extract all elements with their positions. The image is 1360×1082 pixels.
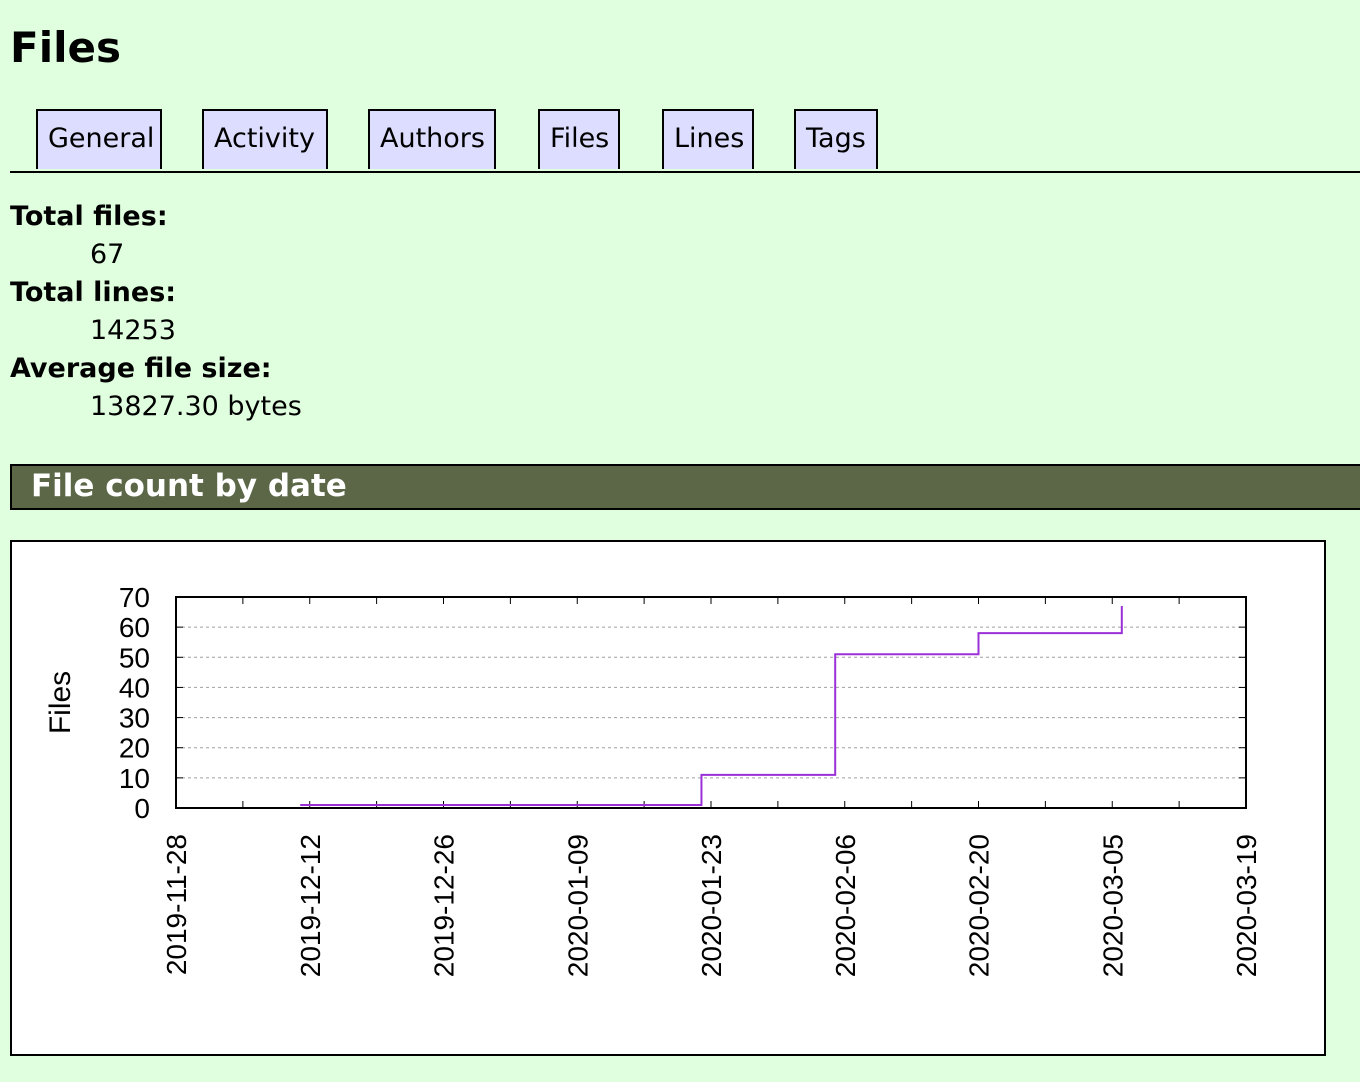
y-tick-label: 70: [119, 582, 150, 613]
total-lines-label: Total lines:: [10, 277, 177, 308]
y-axis-label: Files: [44, 671, 77, 734]
y-tick-label: 10: [119, 763, 150, 794]
y-tick-label: 40: [119, 672, 150, 703]
x-tick-label: 2019-12-12: [295, 834, 326, 977]
chart-container: 0 10 20 30 40 50 60 70 2019-11-28 2019-12-12 2019-…: [10, 540, 1326, 1056]
x-tick-label: 2019-12-26: [429, 834, 460, 977]
section-header: File count by date: [10, 464, 1360, 510]
tab-bar: General Activity Authors Files Lines Tag…: [10, 109, 1360, 173]
x-tick-label: 2020-01-09: [562, 834, 593, 977]
tab-general[interactable]: General: [36, 109, 162, 169]
x-tick-label: 2020-02-06: [830, 834, 861, 977]
series-line: [300, 606, 1123, 806]
average-file-size-value: 13827.30 bytes: [90, 391, 302, 422]
x-tick-label: 2020-03-05: [1097, 834, 1128, 977]
total-lines-value: 14253: [90, 315, 176, 346]
x-tick-label: 2020-01-23: [696, 834, 727, 977]
plot-border: [175, 596, 1247, 809]
average-file-size-label: Average file size:: [10, 353, 272, 384]
x-tick-label: 2019-11-28: [161, 834, 192, 975]
tab-authors[interactable]: Authors: [368, 109, 496, 169]
tab-lines[interactable]: Lines: [662, 109, 754, 169]
y-tick-label: 0: [134, 793, 150, 824]
y-tick-label: 60: [119, 612, 150, 643]
tab-files[interactable]: Files: [538, 109, 620, 169]
total-files-label: Total files:: [10, 201, 168, 232]
y-tick-label: 20: [119, 733, 150, 764]
tab-tags[interactable]: Tags: [794, 109, 878, 169]
x-tick-label: 2020-03-19: [1231, 834, 1262, 977]
y-tick-label: 30: [119, 703, 150, 734]
tab-activity[interactable]: Activity: [202, 109, 328, 169]
stats-list: Total files: 67 Total lines: 14253 Avera…: [10, 198, 302, 426]
page-title: Files: [10, 23, 121, 72]
total-files-value: 67: [90, 239, 125, 270]
x-tick-label: 2020-02-20: [964, 834, 995, 977]
y-tick-label: 50: [119, 642, 150, 673]
